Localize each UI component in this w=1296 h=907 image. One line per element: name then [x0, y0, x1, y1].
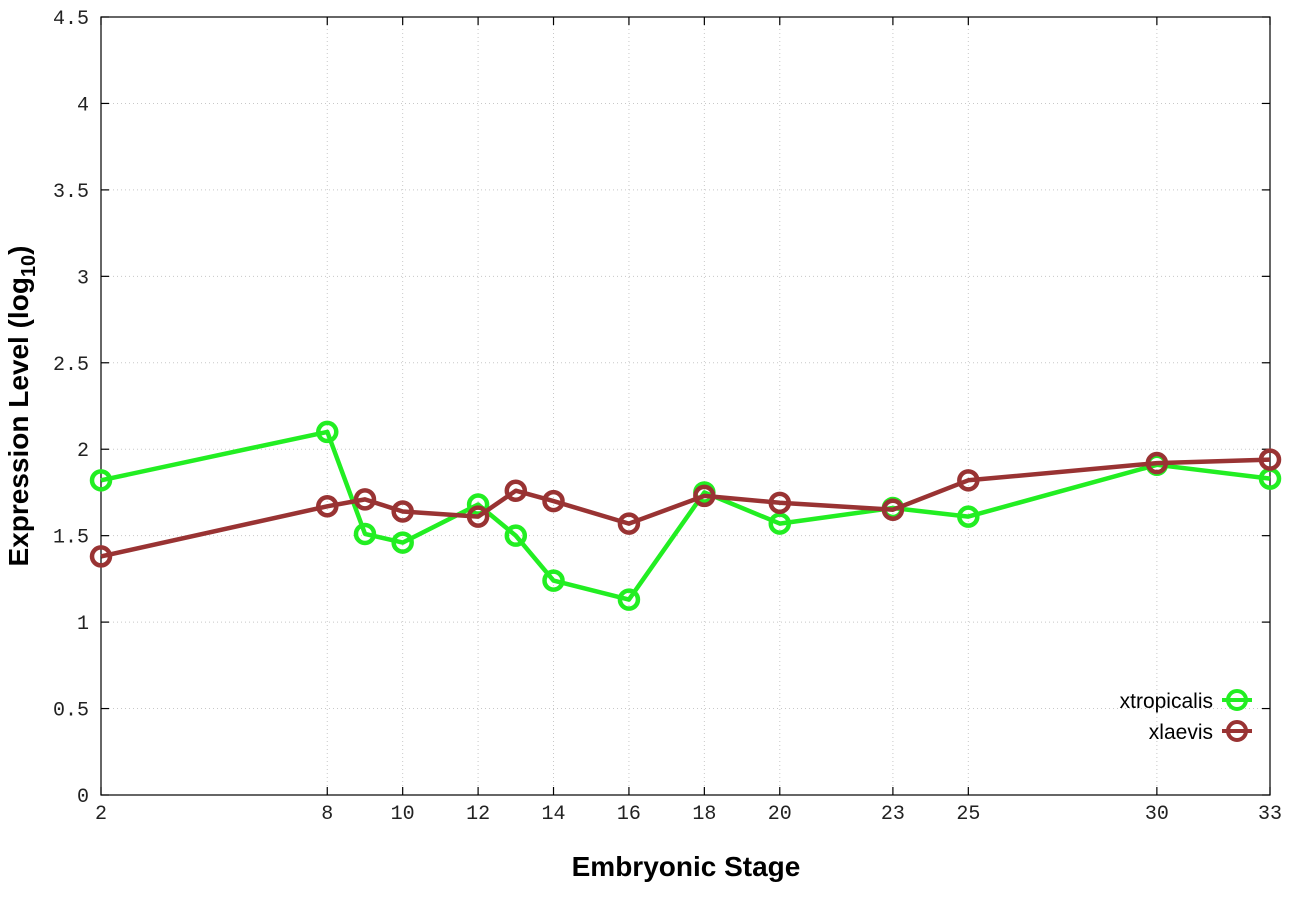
- data-point-xtropicalis: [316, 420, 339, 444]
- x-tick-label: 25: [956, 803, 980, 826]
- grid-lines: [101, 17, 1270, 795]
- series-line-xlaevis: [100, 457, 1271, 559]
- y-tick-label: 1.5: [53, 527, 89, 550]
- data-point-xlaevis: [693, 484, 716, 508]
- y-tick-label: 4: [77, 94, 89, 117]
- x-axis-title: Embryonic Stage: [572, 851, 801, 882]
- y-axis-title: Expression Level (log10): [3, 246, 40, 567]
- y-tick-label: 2: [77, 440, 89, 463]
- data-point-xlaevis: [768, 491, 792, 515]
- x-tick-label: 18: [692, 803, 716, 826]
- data-point-xtropicalis: [466, 493, 490, 516]
- series-xlaevis: [89, 448, 1282, 568]
- y-axis-tick-labels: 0 0.5 1 1.5 2 2.5 3 3.5 4 4.5: [53, 8, 89, 809]
- y-tick-label: 4.5: [53, 8, 89, 31]
- y-tick-label: 3.5: [53, 181, 89, 204]
- y-axis-title-subscript: 10: [18, 255, 40, 277]
- x-tick-label: 10: [391, 803, 415, 826]
- x-tick-label: 23: [881, 803, 905, 826]
- data-point-xlaevis: [1258, 448, 1282, 471]
- legend-marker-xtropicalis: [1226, 689, 1248, 711]
- y-tick-label: 1: [77, 613, 89, 636]
- y-tick-label: 0.5: [53, 700, 89, 723]
- y-axis-title-main: Expression Level (log: [3, 277, 34, 566]
- data-point-xtropicalis: [617, 588, 641, 611]
- x-tick-label: 20: [768, 803, 792, 826]
- data-point-xlaevis: [466, 505, 490, 528]
- y-axis-title-close: ): [3, 246, 34, 255]
- data-point-xtropicalis: [89, 469, 113, 492]
- x-tick-label: 14: [542, 803, 566, 826]
- y-tick-label: 3: [77, 267, 89, 290]
- data-point-xtropicalis: [542, 569, 565, 592]
- y-tick-label: 0: [77, 786, 89, 809]
- data-point-xlaevis: [542, 489, 565, 513]
- y-tick-label: 2.5: [53, 354, 89, 377]
- legend: xtropicalis xlaevis: [1120, 689, 1252, 744]
- legend-label-xlaevis: xlaevis: [1149, 721, 1213, 744]
- x-tick-label: 30: [1145, 803, 1169, 826]
- series-line-xtropicalis: [100, 429, 1271, 602]
- x-tick-label: 33: [1258, 803, 1282, 826]
- data-point-xlaevis: [316, 495, 339, 518]
- data-point-xtropicalis: [391, 531, 414, 554]
- data-point-xlaevis: [89, 545, 113, 568]
- x-tick-label: 2: [95, 803, 107, 826]
- series-xtropicalis: [89, 420, 1282, 611]
- data-point-xlaevis: [881, 498, 905, 521]
- x-tick-label: 8: [321, 803, 333, 826]
- x-tick-label: 12: [466, 803, 490, 826]
- legend-label-xtropicalis: xtropicalis: [1120, 690, 1213, 713]
- plot-frame: [100, 16, 1271, 796]
- series-layer: [89, 420, 1282, 611]
- x-axis-tick-labels: 2 8 10 12 14 16 18 20 23 25 30 33: [95, 803, 1282, 826]
- data-point-xtropicalis: [504, 524, 528, 547]
- data-point-xtropicalis: [768, 512, 792, 535]
- data-point-xlaevis: [353, 488, 377, 511]
- data-point-xlaevis: [957, 469, 980, 492]
- data-point-xlaevis: [617, 512, 641, 535]
- data-point-xtropicalis: [353, 522, 377, 546]
- legend-marker-xlaevis: [1226, 720, 1248, 742]
- data-point-xtropicalis: [957, 505, 980, 528]
- data-point-xlaevis: [504, 479, 528, 502]
- axis-ticks: [100, 16, 1271, 796]
- data-point-xlaevis: [1145, 451, 1169, 475]
- data-point-xlaevis: [391, 500, 414, 523]
- x-tick-label: 16: [617, 803, 641, 826]
